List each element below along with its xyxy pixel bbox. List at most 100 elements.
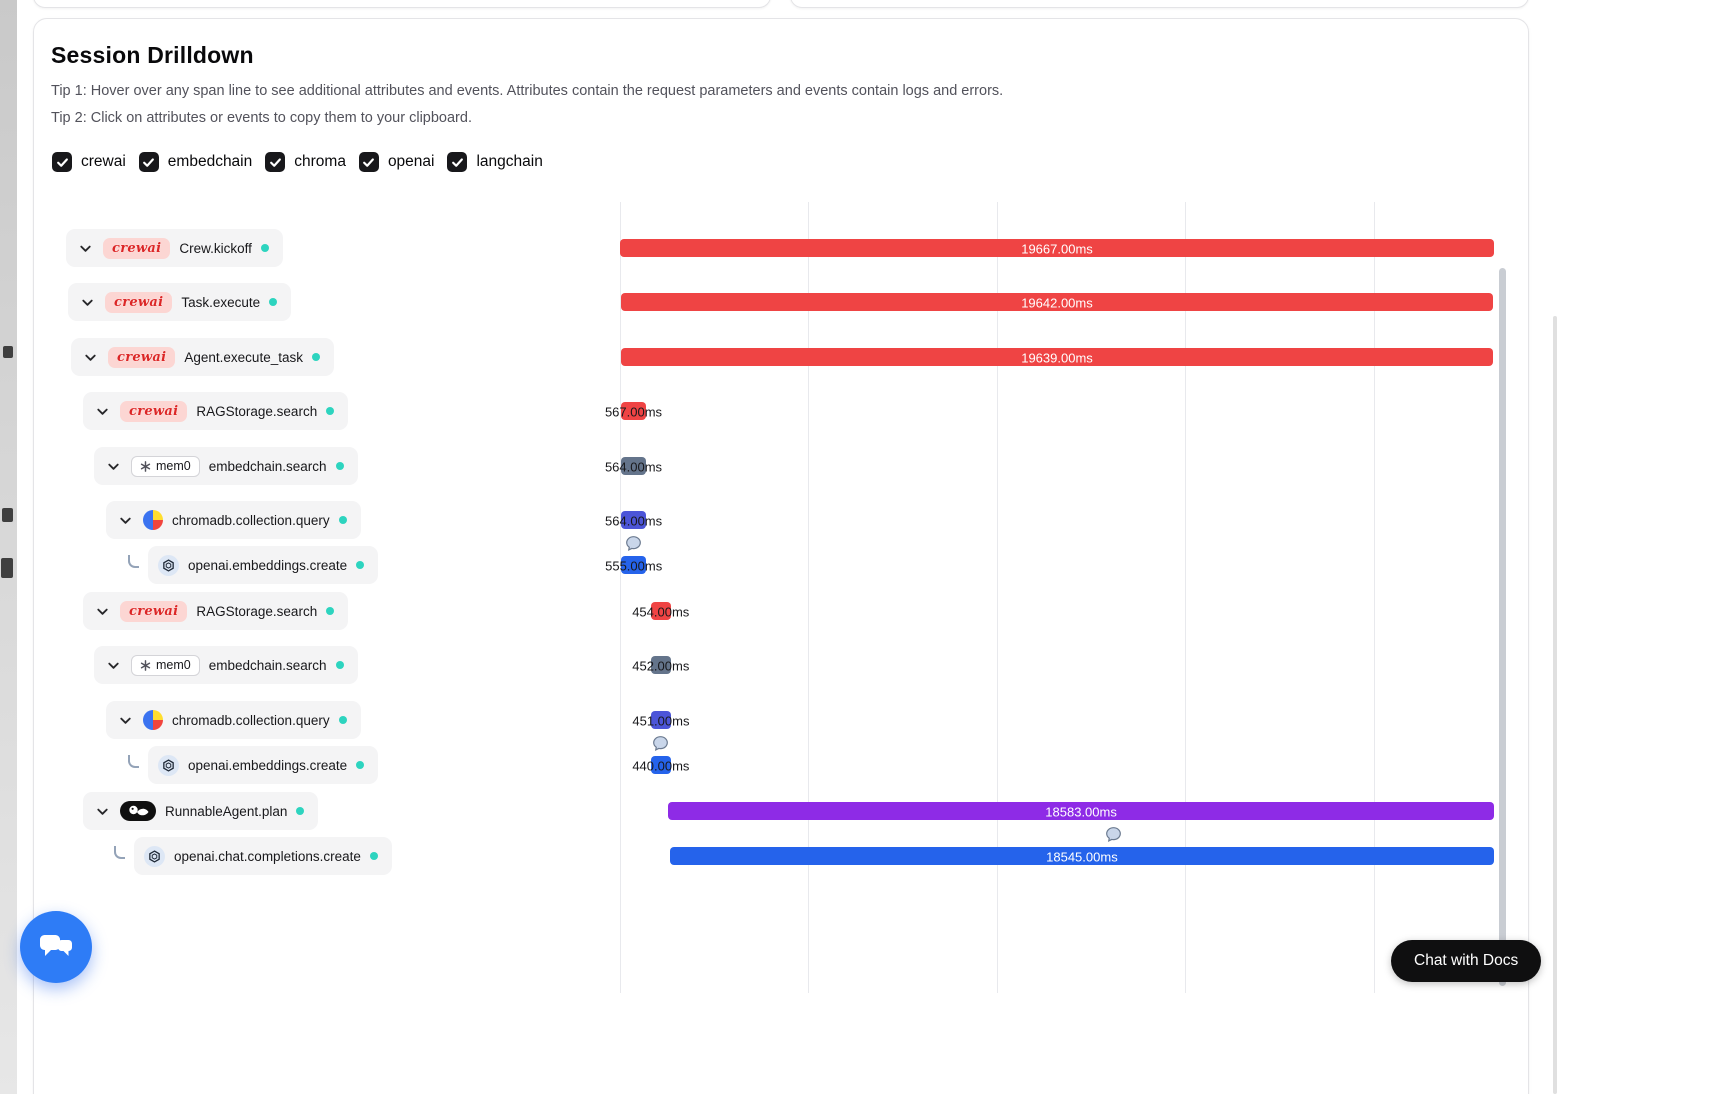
mem0-logo: mem0: [131, 654, 200, 676]
openai-logo: [158, 754, 179, 776]
span-label[interactable]: openai.chat.completions.create: [134, 837, 392, 875]
span-duration-bar[interactable]: [668, 802, 1494, 820]
span-label[interactable]: crewai RAGStorage.search: [83, 592, 349, 630]
status-dot: [260, 244, 269, 252]
span-name: openai.chat.completions.create: [174, 848, 361, 864]
status-dot: [326, 407, 335, 415]
event-bubble-icon[interactable]: [625, 535, 642, 552]
span-label[interactable]: crewai Task.execute: [68, 283, 292, 321]
chevron-down-icon[interactable]: [93, 802, 111, 820]
status-dot: [311, 353, 320, 361]
filter-checkbox-openai[interactable]: [358, 152, 379, 172]
span-duration-bar[interactable]: [620, 348, 1494, 366]
chroma-logo: [143, 710, 163, 730]
span-label[interactable]: crewai Crew.kickoff: [66, 229, 283, 267]
span-label[interactable]: mem0 embedchain.search: [94, 447, 358, 485]
crewai-logo: crewai: [108, 346, 176, 368]
span-duration-bar[interactable]: [620, 457, 647, 475]
span-duration-bar[interactable]: [669, 847, 1494, 865]
span-name: embedchain.search: [208, 657, 327, 673]
span-duration-bar[interactable]: [620, 402, 647, 420]
top-card-left: [33, 0, 771, 8]
span-name: RunnableAgent.plan: [165, 803, 288, 819]
chevron-down-icon[interactable]: [116, 711, 134, 729]
mem0-flower-icon: [140, 460, 151, 472]
tree-elbow-icon: [128, 555, 139, 568]
langchain-logo: [120, 801, 156, 821]
tip-1: Tip 1: Hover over any span line to see a…: [51, 83, 1004, 99]
chevron-down-icon[interactable]: [104, 457, 122, 475]
chat-with-docs-button[interactable]: Chat with Docs: [1391, 940, 1542, 982]
span-label[interactable]: chromadb.collection.query: [106, 701, 361, 739]
span-name: Agent.execute_task: [184, 349, 303, 365]
filter-checkbox-embedchain[interactable]: [138, 152, 159, 172]
status-dot: [296, 807, 305, 815]
filter-checkbox-chroma[interactable]: [265, 152, 286, 172]
filter-langchain[interactable]: langchain: [447, 152, 543, 172]
chevron-down-icon[interactable]: [76, 239, 94, 257]
status-dot: [338, 716, 347, 724]
event-bubble-icon[interactable]: [652, 735, 669, 752]
status-dot: [269, 298, 278, 306]
filter-checkbox-langchain[interactable]: [447, 152, 468, 172]
tree-elbow-icon: [114, 846, 125, 859]
span-name: RAGStorage.search: [196, 403, 318, 419]
span-label[interactable]: RunnableAgent.plan: [83, 792, 319, 830]
span-name: chromadb.collection.query: [172, 712, 330, 728]
span-label[interactable]: crewai RAGStorage.search: [83, 392, 349, 430]
span-duration-bar[interactable]: [621, 556, 646, 574]
openai-logo: [144, 845, 165, 867]
status-dot: [335, 661, 344, 669]
filter-chroma[interactable]: chroma: [265, 152, 346, 172]
span-label[interactable]: openai.embeddings.create: [148, 546, 379, 584]
page-left-edge: [0, 0, 17, 1094]
span-duration-bar[interactable]: [621, 511, 647, 529]
filter-label-openai: openai: [387, 153, 435, 170]
status-dot: [326, 607, 335, 615]
filter-checkbox-crewai[interactable]: [52, 152, 72, 172]
chevron-down-icon[interactable]: [93, 402, 111, 420]
span-duration-bar[interactable]: [650, 711, 671, 729]
status-dot: [356, 561, 365, 569]
openai-logo: [158, 554, 179, 576]
span-label[interactable]: crewai Agent.execute_task: [71, 338, 334, 376]
chevron-down-icon[interactable]: [93, 602, 111, 620]
left-edge-artifact: [2, 508, 13, 522]
filter-openai[interactable]: openai: [358, 152, 435, 172]
chevron-down-icon[interactable]: [78, 293, 96, 311]
chat-bubbles-icon: [37, 932, 75, 962]
status-dot: [335, 462, 344, 470]
span-duration-bar[interactable]: [620, 293, 1494, 311]
event-bubble-icon[interactable]: [1105, 826, 1122, 843]
span-duration-bar[interactable]: [620, 239, 1494, 257]
span-name: Task.execute: [181, 294, 261, 310]
span-duration-bar[interactable]: [651, 756, 671, 774]
span-duration-bar[interactable]: [650, 656, 671, 674]
filter-label-crewai: crewai: [81, 153, 126, 170]
span-name: Crew.kickoff: [179, 240, 252, 256]
chevron-down-icon[interactable]: [116, 511, 134, 529]
span-label[interactable]: chromadb.collection.query: [106, 501, 361, 539]
chat-widget-button[interactable]: [20, 911, 92, 983]
span-label[interactable]: openai.embeddings.create: [148, 746, 379, 784]
filter-label-chroma: chroma: [294, 153, 346, 170]
chevron-down-icon[interactable]: [104, 656, 122, 674]
span-name: embedchain.search: [208, 458, 327, 474]
filter-embedchain[interactable]: embedchain: [138, 152, 252, 172]
page-scrollbar[interactable]: [1553, 316, 1557, 1094]
chroma-logo: [143, 510, 163, 530]
span-label[interactable]: mem0 embedchain.search: [94, 646, 358, 684]
crewai-logo: crewai: [103, 237, 171, 259]
mem0-logo-text: mem0: [156, 459, 191, 473]
crewai-logo: crewai: [120, 400, 188, 422]
filter-crewai[interactable]: crewai: [52, 152, 126, 172]
page-title: Session Drilldown: [51, 42, 254, 68]
waterfall-scrollbar-thumb[interactable]: [1499, 268, 1506, 986]
chevron-down-icon[interactable]: [81, 348, 99, 366]
span-duration-bar[interactable]: [650, 602, 671, 620]
top-card-right: [790, 0, 1529, 8]
span-name: openai.embeddings.create: [188, 557, 348, 573]
span-name: chromadb.collection.query: [172, 512, 330, 528]
